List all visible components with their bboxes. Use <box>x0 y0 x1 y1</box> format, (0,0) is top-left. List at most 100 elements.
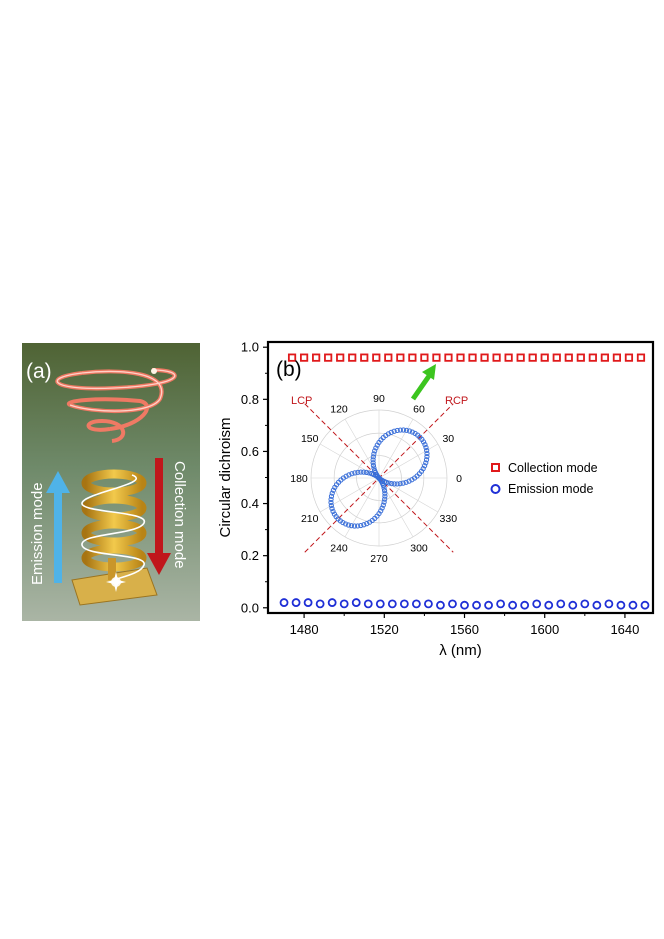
polar-pattern-point <box>373 445 379 451</box>
polar-grid-spoke <box>378 477 439 513</box>
y-tick-label: 0.4 <box>241 496 259 511</box>
collection-mode-point <box>588 353 597 362</box>
polar-angle-label: 120 <box>330 404 348 416</box>
green-arrow-head <box>422 364 436 380</box>
y-axis-label: Circular dichroism <box>217 417 234 537</box>
polar-pattern-point <box>328 493 335 499</box>
emission-mode-point <box>339 599 349 609</box>
polar-angle-label: 150 <box>301 433 319 445</box>
polar-pattern-point <box>371 451 377 457</box>
emitter-sparkle <box>106 572 126 592</box>
polar-pattern-point <box>424 447 430 454</box>
collection-mode-point <box>336 353 345 362</box>
polar-pattern-point <box>391 428 397 434</box>
polar-pattern-point <box>423 444 429 451</box>
polar-pattern-point <box>388 429 394 435</box>
emission-mode-point <box>532 599 542 609</box>
lcp-label: LCP <box>291 395 312 407</box>
polar-pattern-point <box>346 472 352 478</box>
collection-mode-point <box>468 353 477 362</box>
emission-mode-point <box>424 599 433 609</box>
polar-pattern-point <box>371 465 377 471</box>
collection-mode-point <box>287 353 297 362</box>
polar-pattern-point <box>363 469 370 476</box>
polar-pattern-point <box>397 427 403 433</box>
polar-grid-spoke <box>378 477 414 538</box>
polar-grid-spoke <box>319 477 380 513</box>
x-axis-label: λ (nm) <box>439 642 482 659</box>
polar-pattern-point <box>420 466 426 472</box>
emission-arrow <box>46 471 70 583</box>
polar-pattern-point <box>422 463 428 469</box>
collection-mode-point <box>576 353 585 362</box>
polar-pattern-point <box>388 480 395 487</box>
collection-mode-point <box>324 353 333 362</box>
emission-mode-point <box>508 600 518 610</box>
polar-pattern-point <box>379 505 385 511</box>
collection-mode-point <box>480 353 489 362</box>
collection-mode-point <box>396 353 405 362</box>
emission-mode-point <box>411 599 421 609</box>
polar-pattern-point <box>372 448 378 454</box>
emission-mode-point <box>496 599 506 609</box>
polar-pattern-point <box>370 460 376 466</box>
polar-angle-label: 270 <box>370 553 388 565</box>
legend-label-emission: Emission mode <box>508 482 593 496</box>
collection-mode-point <box>612 353 622 362</box>
polar-pattern-point <box>345 522 352 528</box>
collection-mode-point <box>516 353 525 362</box>
legend: Collection mode Emission mode <box>490 461 598 496</box>
polar-pattern-point <box>409 477 415 483</box>
emission-mode-point <box>472 600 481 610</box>
polar-pattern-point <box>382 490 388 496</box>
emission-mode-point <box>291 598 301 607</box>
collection-mode-label: Collection mode <box>171 461 188 569</box>
collection-mode-point <box>564 353 573 362</box>
polar-pattern-point <box>343 521 349 527</box>
collection-mode-point <box>540 353 549 362</box>
emission-mode-point <box>568 600 578 610</box>
polar-angle-label: 30 <box>442 433 454 445</box>
emission-mode-point <box>616 600 626 610</box>
emission-mode-point <box>436 600 445 610</box>
polar-angle-label: 240 <box>330 542 348 554</box>
emission-mode-point <box>460 600 469 610</box>
polar-pattern-point <box>378 508 384 514</box>
polar-pattern-point <box>381 499 387 505</box>
gold-helix <box>81 469 147 580</box>
emission-mode-point <box>484 600 493 610</box>
polar-pattern-point <box>340 519 346 526</box>
emission-mode-point <box>387 599 397 609</box>
emission-mode-point <box>556 599 566 609</box>
emission-mode-point <box>363 599 373 609</box>
collection-mode-point <box>528 353 537 362</box>
polar-pattern-point <box>386 480 392 486</box>
polar-pattern-point <box>364 521 370 527</box>
x-tick-label: 1640 <box>610 622 639 637</box>
polar-angle-label: 210 <box>301 513 319 525</box>
y-tick-label: 0.6 <box>241 444 259 459</box>
polar-pattern-point <box>370 457 376 463</box>
polar-pattern-point <box>381 485 387 491</box>
polar-pattern-point <box>382 493 388 499</box>
collection-mode-point <box>456 353 465 362</box>
emission-mode-point <box>315 599 325 609</box>
polar-pattern-point <box>355 469 361 475</box>
x-tick-label: 1480 <box>290 622 319 637</box>
polar-pattern-point <box>358 522 364 529</box>
polar-pattern-point <box>391 481 397 487</box>
emission-mode-point <box>399 599 409 609</box>
polar-angle-label: 0 <box>456 473 462 485</box>
green-arrow-shaft <box>410 374 432 401</box>
emission-mode-point <box>592 600 602 610</box>
collection-mode-point <box>636 353 646 362</box>
emission-mode-point <box>375 599 385 609</box>
emission-mode-point <box>279 598 289 607</box>
polar-pattern-point <box>382 496 388 502</box>
emission-mode-point <box>628 600 638 610</box>
collection-mode-point <box>444 353 453 362</box>
emission-mode-point <box>520 600 530 610</box>
polar-pattern-point <box>400 427 407 433</box>
polar-pattern-point <box>394 481 400 487</box>
polar-pattern-point <box>361 522 367 528</box>
